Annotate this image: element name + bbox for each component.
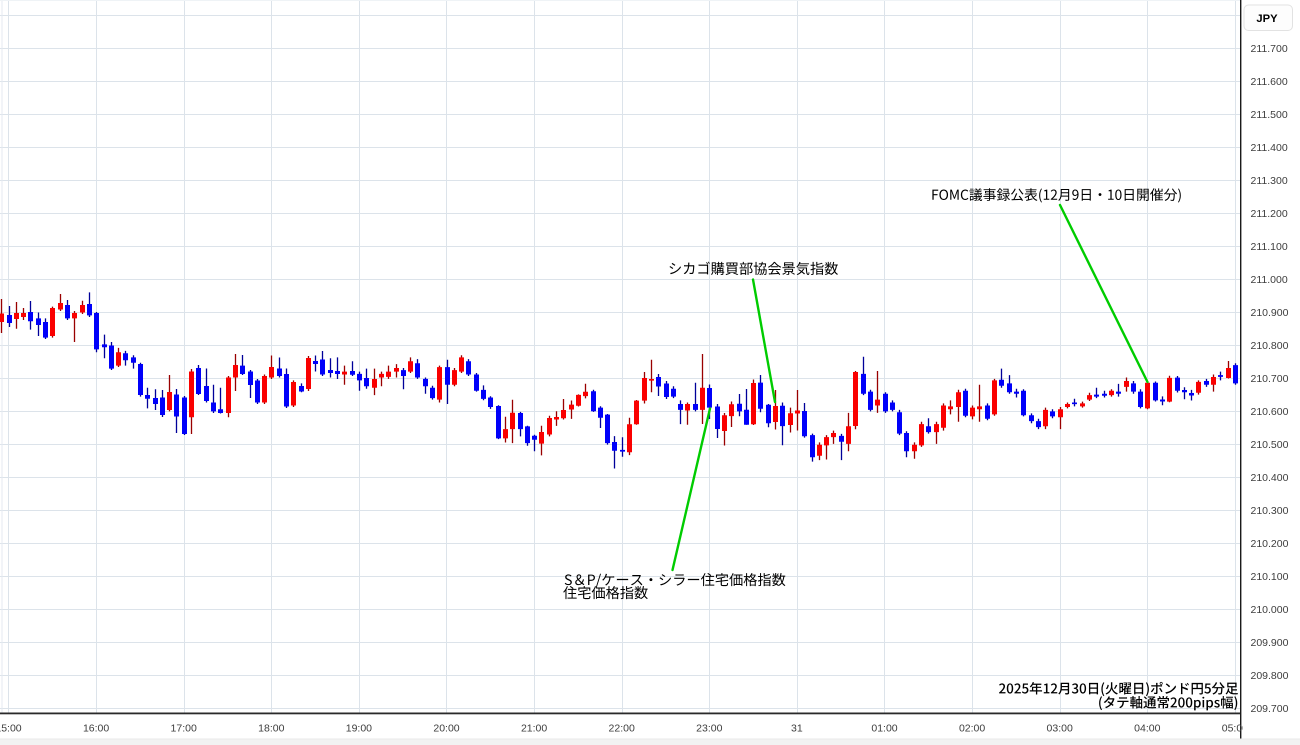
svg-text:18:00: 18:00 [258,723,284,735]
svg-text:211.500: 211.500 [1251,109,1288,121]
svg-text:210.900: 210.900 [1251,307,1289,319]
svg-text:15:00: 15:00 [0,723,22,735]
svg-text:19:00: 19:00 [346,723,372,735]
svg-text:211.700: 211.700 [1251,43,1288,55]
svg-text:16:00: 16:00 [83,723,109,735]
svg-text:210.300: 210.300 [1251,505,1289,517]
svg-text:210.200: 210.200 [1251,538,1289,550]
svg-text:211.200: 211.200 [1251,208,1288,220]
svg-text:211.600: 211.600 [1251,76,1288,88]
svg-text:209.900: 209.900 [1251,637,1289,649]
svg-text:210.100: 210.100 [1251,571,1289,583]
svg-text:210.600: 210.600 [1251,406,1289,418]
svg-text:210.500: 210.500 [1251,439,1289,451]
svg-text:JPY: JPY [1256,13,1278,25]
svg-text:04:00: 04:00 [1134,723,1160,735]
svg-text:22:00: 22:00 [609,723,635,735]
svg-text:209.800: 209.800 [1251,670,1289,682]
svg-text:20:00: 20:00 [433,723,459,735]
svg-text:02:00: 02:00 [959,723,985,735]
svg-text:210.400: 210.400 [1251,472,1289,484]
svg-text:17:00: 17:00 [171,723,197,735]
svg-text:03:00: 03:00 [1047,723,1073,735]
svg-text:209.700: 209.700 [1251,703,1289,715]
svg-text:211.000: 211.000 [1251,274,1288,286]
svg-text:31: 31 [791,723,803,735]
svg-text:210.000: 210.000 [1251,604,1289,616]
svg-text:21:00: 21:00 [521,723,547,735]
svg-text:211.400: 211.400 [1251,142,1288,154]
svg-text:01:00: 01:00 [871,723,897,735]
svg-text:23:00: 23:00 [696,723,722,735]
svg-text:210.800: 210.800 [1251,340,1289,352]
svg-text:211.100: 211.100 [1251,241,1288,253]
svg-text:210.700: 210.700 [1251,373,1289,385]
svg-text:05:00: 05:00 [1222,723,1248,735]
svg-text:211.300: 211.300 [1251,175,1288,187]
